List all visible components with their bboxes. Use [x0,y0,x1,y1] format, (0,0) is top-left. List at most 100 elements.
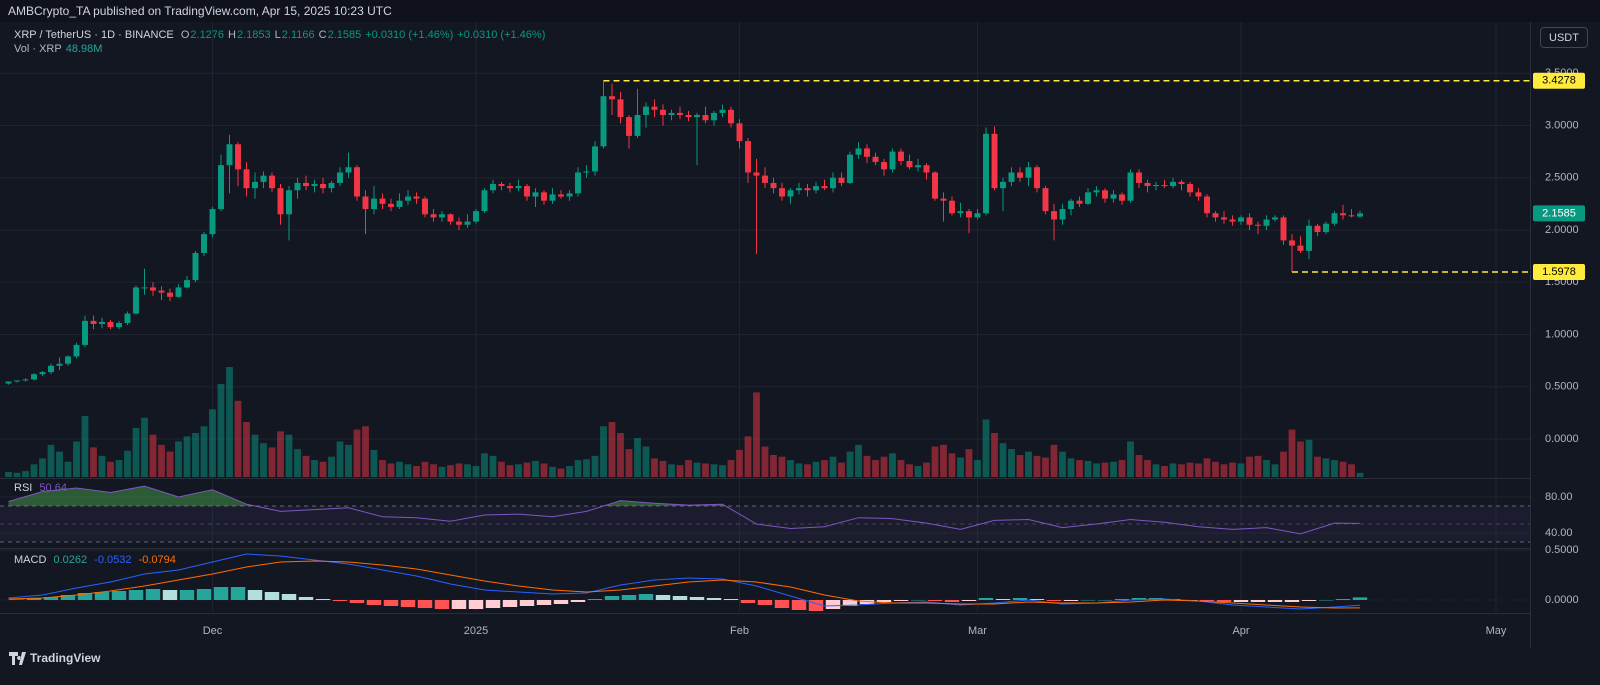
candle-body [1110,194,1117,199]
candle-body [702,115,709,121]
macd-histogram-bar [825,600,841,609]
candle-body [14,380,20,382]
candle-body [184,280,190,288]
rsi-tick-label: 40.00 [1545,527,1573,539]
candle-body [473,211,479,222]
macd-histogram-bar [1216,600,1232,602]
candle-body [73,344,80,357]
volume-bar [846,451,854,477]
volume-bar [1118,460,1126,477]
macd-histogram-bar [349,600,365,603]
volume-bar [838,462,845,477]
volume-bar [13,472,21,477]
macd-histogram-bar [723,599,739,600]
candle-body [626,117,632,136]
volume-bar [421,461,429,477]
rsi-tick-label: 80.00 [1545,491,1573,503]
macd-histogram-bar [9,599,25,600]
macd-histogram-bar [1199,600,1215,601]
volume-bar [710,464,718,477]
macd-tick-label: 0.5000 [1545,544,1579,556]
volume-bar [1203,458,1211,477]
currency-button[interactable]: USDT [1540,27,1588,48]
candle-body [668,112,675,116]
candle-body [345,167,352,173]
volume-bar [770,455,777,477]
candle-body [1136,172,1142,183]
volume-bar [107,461,114,477]
candle-body [328,182,335,189]
ohlc-value: 2.1585 [327,29,362,41]
volume-bar [1161,466,1168,477]
volume-bar [676,465,684,477]
volume-bar [608,422,616,477]
ohlc-value: 2.1853 [237,29,271,41]
candle-body [1161,185,1168,187]
candle-body [685,115,692,118]
volume-bar [1042,457,1049,477]
candle-body [575,172,581,194]
y-tick-label: 1.0000 [1545,328,1579,340]
volume-bar [651,458,658,477]
volume-bar [1246,456,1253,477]
change: +0.0310 (+1.46%) [457,29,546,41]
candle-body [1059,209,1066,220]
volume-bar [413,466,420,477]
volume-bar [778,456,786,477]
macd-histogram-bar [1250,600,1266,602]
candle-body [991,133,998,189]
candle-body [371,198,377,210]
volume-bar [1144,460,1151,477]
volume-bar [591,455,599,477]
candle-body [609,96,615,100]
candle-body [277,188,284,215]
candle-body [1017,172,1023,178]
macd-histogram-bar [519,600,535,606]
volume-value: 48.98M [65,43,103,55]
candle-body [889,151,896,170]
macd-histogram-bar [332,600,348,601]
y-tick-label: 3.0000 [1545,119,1579,131]
volume-bar [268,447,276,477]
rsi-value: 50.64 [39,482,67,494]
volume-bar [1339,461,1347,477]
candle-body [99,321,105,325]
candle-body [694,115,700,118]
volume-bar [1220,464,1228,477]
volume-bar [1280,451,1287,477]
candle-body [1263,219,1270,226]
volume-bar [498,461,505,477]
candle-body [711,112,717,121]
candle-body [949,200,955,214]
candle-body [617,99,624,118]
volume-bar [464,464,471,477]
candle-body [634,115,641,136]
candle-body [311,183,318,187]
volume-bar [991,433,998,477]
macd-histogram-bar [1301,600,1317,601]
volume-title: Vol · XRP [14,43,62,55]
candle-body [192,252,199,281]
candle-body [1340,213,1346,216]
volume-legend: Vol · XRP 48.98M [14,43,106,55]
candle-body [1357,213,1363,217]
change: +0.0310 (+1.46%) [365,29,454,41]
candle-body [787,190,794,197]
macd-histogram-bar [961,600,977,601]
volume-bar [251,434,259,477]
volume-bar [549,466,556,477]
candle-body [1280,217,1287,241]
macd-histogram-bar [587,599,603,600]
candle-body [660,109,666,116]
ohlc-label: O [180,29,190,41]
candle-body [82,320,88,345]
macd-histogram-bar [485,600,501,608]
macd-line [8,553,1361,610]
candle-body [396,200,403,207]
rsi-legend: RSI 50.64 [14,482,71,494]
volume-bar [625,449,633,477]
volume-bar [353,429,361,477]
volume-bar [532,460,539,477]
macd-histogram-bar [1012,598,1028,600]
